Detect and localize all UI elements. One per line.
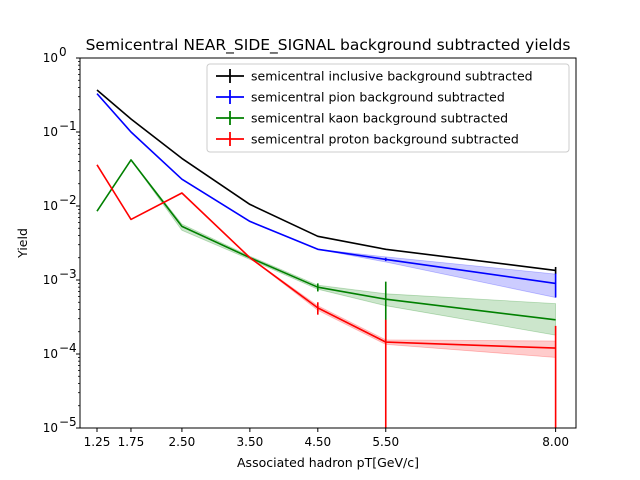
y-tick-label: 10 −1 xyxy=(43,119,77,139)
x-tick-label: 4.50 xyxy=(304,435,331,449)
error-bars xyxy=(317,257,557,428)
x-tick-label: 3.50 xyxy=(237,435,264,449)
legend-item: semicentral pion background subtracted xyxy=(216,90,505,105)
x-axis: 1.25 1.75 2.50 3.50 4.50 5.50 8.00 xyxy=(84,428,569,449)
x-tick-label: 1.25 xyxy=(84,435,111,449)
y-tick-label: 10 −5 xyxy=(43,415,77,435)
y-tick-label-exponent: −1 xyxy=(59,119,77,133)
legend-item: semicentral kaon background subtracted xyxy=(216,111,508,126)
y-tick-label-exponent: −3 xyxy=(59,267,77,281)
x-tick-label: 1.75 xyxy=(118,435,145,449)
y-tick-label-exponent: −4 xyxy=(59,341,77,355)
y-tick-label-base: 10 xyxy=(43,51,58,65)
y-tick-label-base: 10 xyxy=(43,125,58,139)
y-tick-label-base: 10 xyxy=(43,421,58,435)
x-tick-label: 8.00 xyxy=(542,435,569,449)
x-tick-label: 5.50 xyxy=(372,435,399,449)
legend-label: semicentral pion background subtracted xyxy=(251,90,505,105)
legend-item: semicentral proton background subtracted xyxy=(216,132,519,147)
y-tick-label-exponent: −2 xyxy=(59,193,77,207)
y-tick-label: 10 −4 xyxy=(43,341,77,361)
y-tick-label: 10 −3 xyxy=(43,267,77,287)
x-tick-label: 2.50 xyxy=(169,435,196,449)
plot-frame xyxy=(79,57,577,429)
legend-item: semicentral inclusive background subtrac… xyxy=(216,69,533,84)
legend-label: semicentral proton background subtracted xyxy=(251,132,519,147)
y-axis-label: Yield xyxy=(15,228,30,259)
y-tick-label: 10 0 xyxy=(43,45,67,65)
legend: semicentral inclusive background subtrac… xyxy=(206,63,570,153)
y-tick-label-base: 10 xyxy=(43,347,58,361)
y-tick-label-base: 10 xyxy=(43,199,58,213)
legend-label: semicentral kaon background subtracted xyxy=(251,111,508,126)
y-tick-label-exponent: −5 xyxy=(59,415,77,429)
series-line xyxy=(96,89,556,272)
legend-box xyxy=(206,63,570,153)
y-tick-label-exponent: 0 xyxy=(59,45,67,59)
chart-title: Semicentral NEAR_SIDE_SIGNAL background … xyxy=(86,36,571,55)
legend-label: semicentral inclusive background subtrac… xyxy=(251,69,533,84)
y-tick-label: 10 −2 xyxy=(43,193,77,213)
x-axis-label: Associated hadron pT[GeV/c] xyxy=(237,455,419,470)
y-tick-label-base: 10 xyxy=(43,273,58,287)
